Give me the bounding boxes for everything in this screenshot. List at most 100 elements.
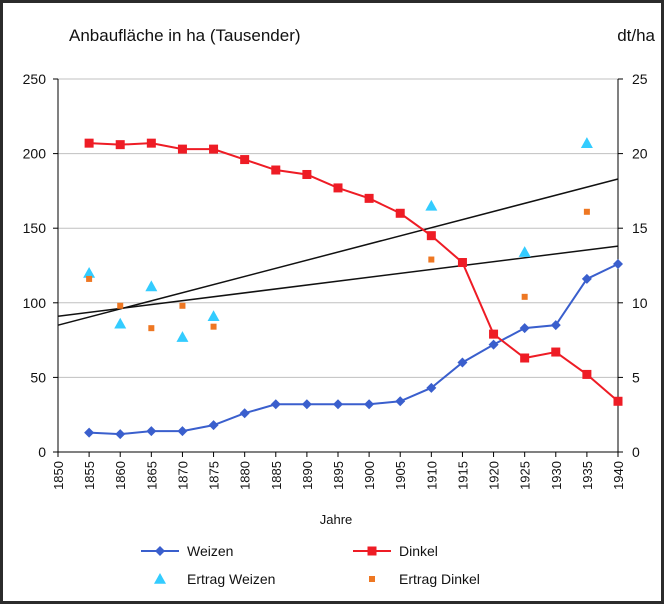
legend-label-dinkel: Dinkel	[399, 543, 438, 559]
x-tick-label: 1935	[580, 461, 595, 490]
point-weizen	[550, 320, 561, 331]
point-ertrag-dinkel	[179, 302, 186, 309]
point-dinkel	[209, 144, 219, 154]
point-ertrag-weizen	[425, 199, 438, 211]
point-ertrag-weizen	[114, 317, 127, 329]
point-weizen	[613, 259, 623, 270]
point-ertrag-weizen	[83, 266, 96, 278]
point-weizen	[395, 396, 406, 407]
point-weizen	[146, 426, 157, 437]
y-tick-label-right: 5	[632, 369, 640, 385]
legend-marker-dinkel	[367, 546, 377, 556]
y-tick-label-right: 0	[632, 444, 640, 460]
legend-label-ertrag-weizen: Ertrag Weizen	[187, 571, 275, 587]
y-tick-label-left: 150	[23, 220, 47, 236]
trendline	[57, 245, 619, 317]
point-ertrag-dinkel	[117, 302, 124, 309]
point-weizen	[364, 399, 375, 410]
y-tick-label-right: 25	[632, 71, 648, 87]
point-weizen	[239, 408, 250, 419]
x-tick-label: 1920	[487, 461, 502, 490]
x-tick-label: 1850	[51, 461, 66, 490]
x-tick-label: 1865	[144, 461, 159, 490]
point-dinkel	[177, 144, 187, 154]
x-tick-label: 1880	[238, 461, 253, 490]
point-dinkel	[582, 369, 592, 379]
point-weizen	[270, 399, 281, 410]
x-tick-label: 1940	[611, 461, 626, 490]
series-line-weizen	[89, 263, 619, 436]
point-dinkel	[426, 231, 436, 241]
point-dinkel	[271, 165, 281, 175]
point-weizen	[208, 420, 219, 431]
point-dinkel	[551, 347, 561, 357]
point-weizen	[115, 429, 126, 440]
x-axis-label: Jahre	[320, 512, 353, 527]
point-ertrag-weizen	[580, 137, 593, 148]
y-tick-label-right: 15	[632, 220, 648, 236]
point-dinkel	[333, 183, 343, 193]
point-dinkel	[302, 169, 312, 179]
point-ertrag-dinkel	[86, 275, 93, 282]
x-tick-label: 1860	[113, 461, 128, 490]
point-dinkel	[84, 138, 94, 148]
point-dinkel	[520, 353, 530, 363]
point-ertrag-weizen	[176, 331, 189, 342]
legend-marker-ertrag-weizen	[154, 573, 166, 584]
x-tick-label: 1925	[518, 461, 533, 490]
y-tick-label-right: 20	[632, 146, 648, 162]
point-dinkel	[395, 208, 405, 218]
point-ertrag-dinkel	[521, 293, 528, 300]
point-weizen	[333, 399, 343, 410]
point-weizen	[84, 427, 95, 438]
x-tick-label: 1910	[424, 461, 439, 490]
point-weizen	[301, 399, 312, 410]
y-tick-label-left: 250	[23, 71, 47, 87]
point-dinkel	[457, 258, 467, 268]
y-tick-label-left: 0	[38, 444, 46, 460]
chart-frame: Anbaufläche in ha (Tausender) dt/ha Jahr…	[3, 3, 661, 601]
x-tick-label: 1905	[393, 461, 408, 490]
point-dinkel	[489, 329, 499, 339]
point-ertrag-dinkel	[210, 323, 217, 330]
x-tick-label: 1885	[269, 461, 284, 490]
point-ertrag-weizen	[518, 246, 531, 257]
point-dinkel	[240, 155, 250, 165]
point-ertrag-weizen	[207, 310, 220, 322]
legend-marker-ertrag-dinkel	[369, 576, 375, 582]
x-tick-label: 1930	[549, 461, 564, 490]
point-weizen	[488, 339, 499, 350]
x-tick-label: 1890	[300, 461, 315, 490]
right-axis-label: dt/ha	[617, 26, 655, 45]
point-dinkel	[115, 140, 125, 150]
chart-title: Anbaufläche in ha (Tausender)	[69, 26, 301, 45]
x-tick-label: 1895	[331, 461, 346, 490]
legend-label-weizen: Weizen	[187, 543, 233, 559]
x-tick-label: 1875	[207, 461, 222, 490]
point-ertrag-weizen	[145, 280, 158, 292]
x-tick-label: 1900	[362, 461, 377, 490]
y-tick-label-right: 10	[632, 295, 648, 311]
point-ertrag-dinkel	[148, 325, 155, 332]
x-tick-label: 1915	[455, 461, 470, 490]
point-weizen	[426, 382, 437, 393]
legend: Weizen Dinkel Ertrag Weizen Ertrag Dinkel	[141, 543, 480, 587]
series-line-dinkel	[89, 142, 619, 403]
chart-svg: Anbaufläche in ha (Tausender) dt/ha Jahr…	[23, 26, 656, 587]
x-tick-label: 1855	[82, 461, 97, 490]
point-ertrag-dinkel	[428, 256, 435, 263]
legend-label-ertrag-dinkel: Ertrag Dinkel	[399, 571, 480, 587]
x-tick-label: 1870	[175, 461, 190, 490]
point-weizen	[177, 426, 188, 437]
point-dinkel	[364, 193, 374, 203]
trendline	[57, 178, 619, 326]
y-tick-label-left: 200	[23, 146, 47, 162]
legend-marker-weizen	[155, 546, 165, 556]
y-tick-label-left: 100	[23, 295, 47, 311]
point-weizen	[457, 357, 468, 368]
point-ertrag-dinkel	[583, 208, 590, 215]
point-dinkel	[146, 138, 156, 148]
point-weizen	[581, 273, 592, 284]
point-dinkel	[613, 396, 623, 406]
point-weizen	[519, 323, 530, 334]
